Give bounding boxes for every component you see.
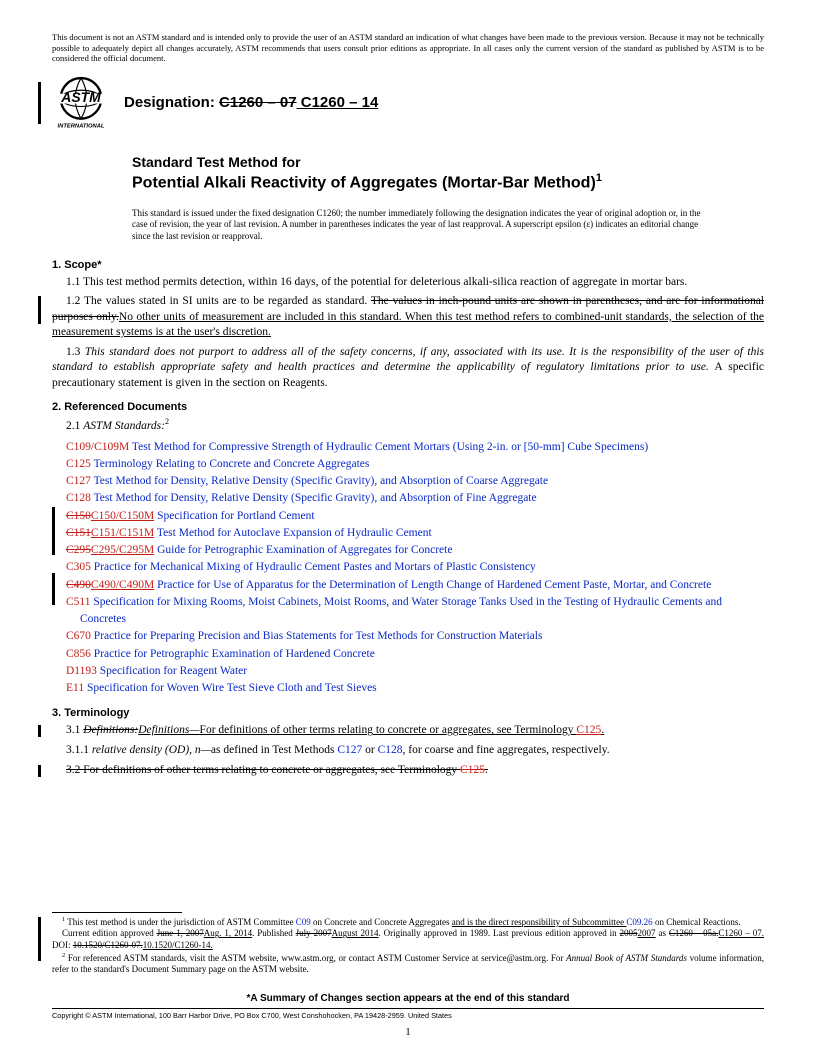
ref-code[interactable]: C295/C295M: [91, 544, 154, 556]
ref-title[interactable]: Terminology Relating to Concrete and Con…: [91, 458, 369, 470]
title-main: Potential Alkali Reactivity of Aggregate…: [132, 171, 764, 193]
ref-title[interactable]: Test Method for Autoclave Expansion of H…: [154, 527, 431, 539]
ref-item: C295C295/C295M Guide for Petrographic Ex…: [66, 542, 764, 559]
footnote-1: 1 This test method is under the jurisdic…: [52, 916, 764, 929]
ref-item: C109/C109M Test Method for Compressive S…: [66, 439, 764, 456]
ref-code[interactable]: E11: [66, 682, 84, 694]
ref-code-old: C295: [66, 544, 91, 556]
top-disclaimer: This document is not an ASTM standard an…: [52, 32, 764, 64]
footnote-2: 2 For referenced ASTM standards, visit t…: [52, 952, 764, 976]
footnote-rule: [52, 912, 182, 913]
ref-item: E11 Specification for Woven Wire Test Si…: [66, 680, 764, 697]
link-c09-26[interactable]: C09.26: [626, 917, 652, 927]
svg-text:ASTM: ASTM: [60, 89, 101, 105]
ref-item: C125 Terminology Relating to Concrete an…: [66, 456, 764, 473]
ref-item: C150C150/C150M Specification for Portlan…: [66, 508, 764, 525]
ref-item: D1193 Specification for Reagent Water: [66, 663, 764, 680]
designation-header: ASTM INTERNATIONAL Designation: C1260 – …: [52, 74, 764, 132]
change-bar: [38, 917, 41, 961]
ref-item: C127 Test Method for Density, Relative D…: [66, 473, 764, 490]
ref-item: C670 Practice for Preparing Precision an…: [66, 628, 764, 645]
link-c128[interactable]: C128: [378, 744, 403, 756]
ref-title[interactable]: Practice for Preparing Precision and Bia…: [91, 630, 543, 642]
ref-title[interactable]: Practice for Petrographic Examination of…: [91, 648, 375, 660]
ref-code-old: C150: [66, 510, 91, 522]
para-3-2-deleted: 3.2 For definitions of other terms relat…: [52, 763, 764, 779]
ref-item: C856 Practice for Petrographic Examinati…: [66, 646, 764, 663]
ref-code[interactable]: C511: [66, 596, 91, 608]
change-bar: [52, 573, 55, 605]
ref-title[interactable]: Test Method for Density, Relative Densit…: [91, 492, 537, 504]
para-1-3: 1.3 This standard does not purport to ad…: [52, 345, 764, 392]
link-c09[interactable]: C09: [296, 917, 311, 927]
para-1-1: 1.1 This test method permits detection, …: [52, 275, 764, 291]
ref-title[interactable]: Test Method for Density, Relative Densit…: [91, 475, 548, 487]
ref-code[interactable]: C128: [66, 492, 91, 504]
change-bar: [38, 725, 41, 737]
ref-code[interactable]: C125: [66, 458, 91, 470]
footnotes: 1 This test method is under the jurisdic…: [52, 912, 764, 976]
ref-title[interactable]: Test Method for Compressive Strength of …: [129, 441, 648, 453]
title-prefix: Standard Test Method for: [132, 154, 764, 172]
ref-item: C490C490/C490M Practice for Use of Appar…: [66, 577, 764, 594]
ref-code[interactable]: C151/C151M: [91, 527, 154, 539]
ref-code[interactable]: C490/C490M: [91, 579, 154, 591]
change-bar: [38, 82, 41, 124]
ref-title[interactable]: Guide for Petrographic Examination of Ag…: [154, 544, 452, 556]
ref-title[interactable]: Practice for Use of Apparatus for the De…: [154, 579, 711, 591]
link-c127[interactable]: C127: [337, 744, 362, 756]
copyright: Copyright © ASTM International, 100 Barr…: [52, 1008, 764, 1020]
link-c125[interactable]: C125: [576, 724, 601, 736]
section-2-head: 2. Referenced Documents: [52, 401, 764, 413]
change-bar: [52, 507, 55, 555]
svg-text:INTERNATIONAL: INTERNATIONAL: [58, 123, 105, 129]
ref-item: C128 Test Method for Density, Relative D…: [66, 490, 764, 507]
ref-item: C511 Specification for Mixing Rooms, Moi…: [66, 594, 764, 629]
title-block: Standard Test Method for Potential Alkal…: [132, 154, 764, 194]
issued-note: This standard is issued under the fixed …: [132, 208, 714, 243]
referenced-docs-list: C109/C109M Test Method for Compressive S…: [66, 439, 764, 698]
change-bar: [38, 765, 41, 777]
ref-code[interactable]: C305: [66, 561, 91, 573]
ref-title[interactable]: Specification for Reagent Water: [97, 665, 247, 677]
page-number: 1: [0, 1026, 816, 1038]
para-3-1-1: 3.1.1 relative density (OD), n—as define…: [52, 743, 764, 759]
ref-code[interactable]: C109/C109M: [66, 441, 129, 453]
ref-code[interactable]: D1193: [66, 665, 97, 677]
para-1-2: 1.2 The values stated in SI units are to…: [52, 294, 764, 341]
ref-code[interactable]: C127: [66, 475, 91, 487]
astm-logo: ASTM INTERNATIONAL: [52, 74, 110, 132]
change-bar: [38, 296, 41, 324]
ref-code-old: C151: [66, 527, 91, 539]
footnote-1b: Current edition approved June 1, 2007Aug…: [52, 928, 764, 951]
para-2-1: 2.1 ASTM Standards:2: [52, 417, 764, 434]
ref-code-old: C490: [66, 579, 91, 591]
section-3-head: 3. Terminology: [52, 707, 764, 719]
ref-title[interactable]: Specification for Mixing Rooms, Moist Ca…: [80, 596, 722, 625]
ref-code[interactable]: C856: [66, 648, 91, 660]
ref-item: C305 Practice for Mechanical Mixing of H…: [66, 559, 764, 576]
link-c125-deleted: C125: [460, 764, 485, 776]
ref-title[interactable]: Practice for Mechanical Mixing of Hydrau…: [91, 561, 536, 573]
summary-note: *A Summary of Changes section appears at…: [0, 993, 816, 1004]
section-1-head: 1. Scope*: [52, 259, 764, 271]
ref-title[interactable]: Specification for Woven Wire Test Sieve …: [84, 682, 377, 694]
ref-item: C151C151/C151M Test Method for Autoclave…: [66, 525, 764, 542]
ref-code[interactable]: C670: [66, 630, 91, 642]
ref-code[interactable]: C150/C150M: [91, 510, 154, 522]
para-3-1: 3.1 Definitions:Definitions—For definiti…: [52, 723, 764, 739]
ref-title[interactable]: Specification for Portland Cement: [154, 510, 314, 522]
designation-text: Designation: C1260 – 07 C1260 – 14: [124, 94, 378, 111]
